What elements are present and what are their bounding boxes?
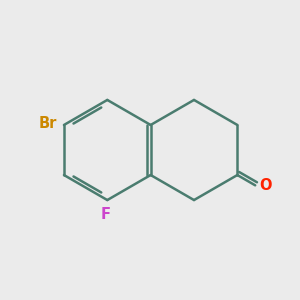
Text: O: O [260,178,272,193]
Text: Br: Br [38,116,57,131]
Text: F: F [101,207,111,222]
